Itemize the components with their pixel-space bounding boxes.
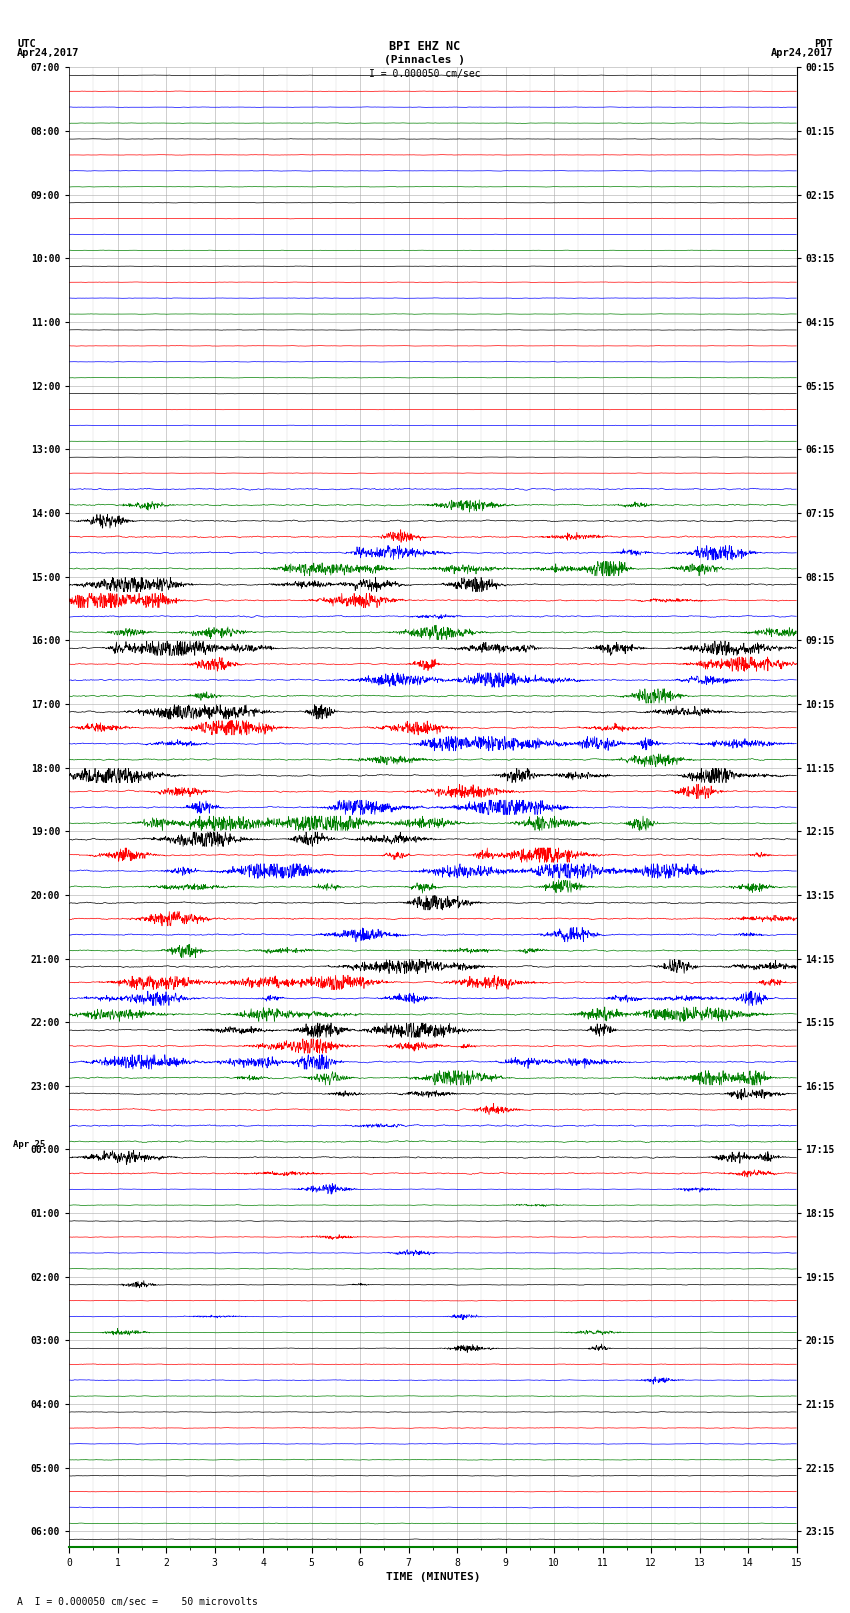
Text: Apr24,2017: Apr24,2017 (770, 48, 833, 58)
Text: BPI EHZ NC: BPI EHZ NC (389, 40, 461, 53)
Text: Apr24,2017: Apr24,2017 (17, 48, 80, 58)
Text: UTC: UTC (17, 39, 36, 48)
Text: Apr 25: Apr 25 (13, 1140, 45, 1150)
Text: PDT: PDT (814, 39, 833, 48)
X-axis label: TIME (MINUTES): TIME (MINUTES) (386, 1573, 480, 1582)
Text: A  I = 0.000050 cm/sec =    50 microvolts: A I = 0.000050 cm/sec = 50 microvolts (17, 1597, 258, 1607)
Text: (Pinnacles ): (Pinnacles ) (384, 55, 466, 65)
Text: I = 0.000050 cm/sec: I = 0.000050 cm/sec (369, 69, 481, 79)
